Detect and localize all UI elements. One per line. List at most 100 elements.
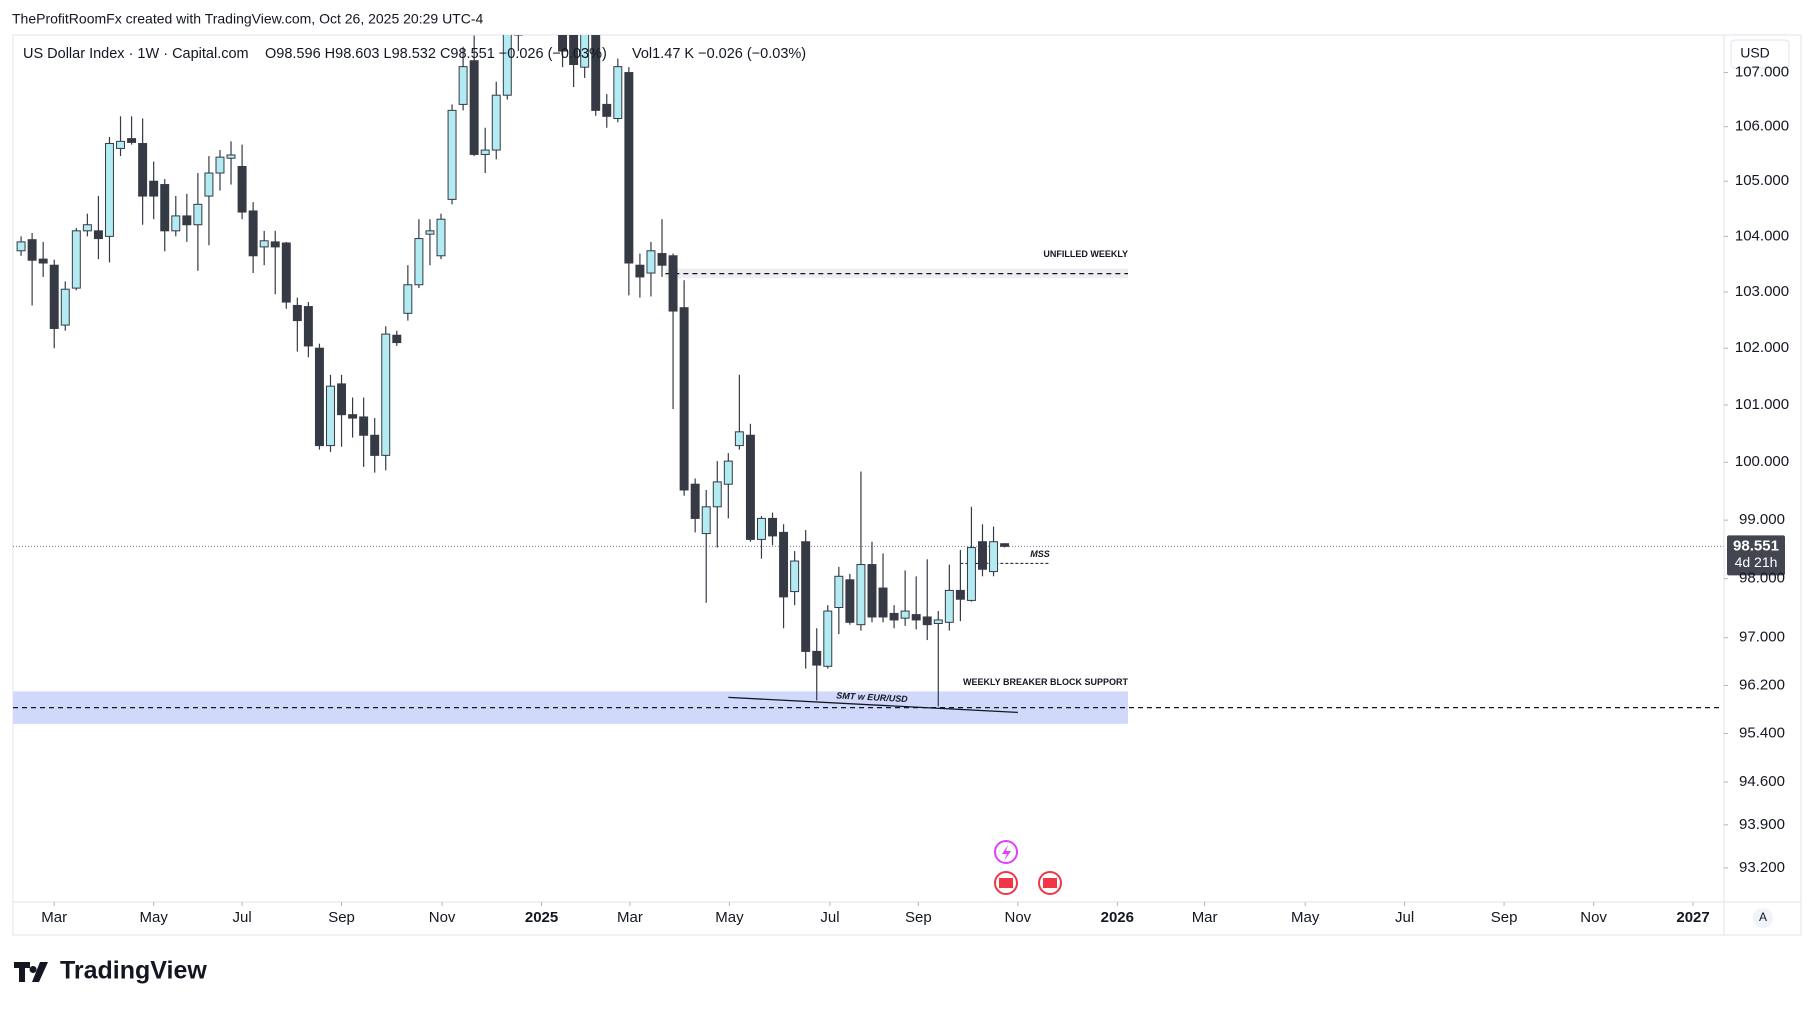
candle-body-up bbox=[116, 140, 126, 149]
candle-body-up bbox=[193, 203, 203, 226]
candle-body-up bbox=[381, 333, 391, 456]
logo-mark bbox=[14, 962, 48, 982]
price-tag-value: 98.551 bbox=[1733, 537, 1779, 554]
candle-body-down bbox=[138, 143, 148, 197]
candle-body-down bbox=[978, 541, 987, 570]
candle-body-down bbox=[281, 242, 291, 303]
mss-label: MSS bbox=[1030, 549, 1050, 559]
candle-body-up bbox=[259, 240, 269, 248]
candle-body-down bbox=[392, 334, 402, 344]
candle-body-up bbox=[436, 218, 446, 257]
candle-body-down bbox=[237, 165, 247, 213]
x-tick-label: Mar bbox=[1192, 909, 1218, 926]
candle-body-down bbox=[303, 306, 313, 347]
candle-body-down bbox=[292, 304, 302, 322]
x-tick-label: May bbox=[1291, 909, 1320, 926]
candle-body-up bbox=[403, 284, 413, 314]
candle-body-up bbox=[580, 35, 590, 68]
auto-button-label[interactable]: A bbox=[1759, 910, 1767, 924]
x-tick-label: Sep bbox=[1491, 909, 1518, 926]
candle-body-down bbox=[38, 258, 48, 264]
event-icon-glyph bbox=[1002, 845, 1011, 861]
candle-body-down bbox=[889, 612, 899, 621]
candle-body-up bbox=[989, 541, 999, 573]
y-tick-label: 94.600 bbox=[1739, 773, 1785, 790]
x-tick-label: Nov bbox=[429, 909, 456, 926]
candle-body-up bbox=[458, 66, 468, 105]
auto-button-bg[interactable] bbox=[1753, 908, 1773, 928]
flag-glyph bbox=[999, 878, 1013, 888]
y-tick-label: 95.400 bbox=[1739, 724, 1785, 741]
y-tick-label: 106.000 bbox=[1735, 118, 1789, 135]
candle-body-up bbox=[646, 250, 656, 274]
x-tick-label: Sep bbox=[328, 909, 355, 926]
candle-body-down bbox=[878, 587, 888, 618]
candle-body-up bbox=[82, 224, 92, 232]
currency-label[interactable]: USD bbox=[1740, 45, 1770, 61]
candle-body-up bbox=[823, 610, 833, 667]
candle-body-down bbox=[127, 138, 137, 143]
symbol-legend: US Dollar Index · 1W · Capital.com bbox=[23, 46, 249, 62]
x-tick-label: Sep bbox=[905, 909, 932, 926]
candle-body-up bbox=[104, 143, 114, 237]
candle-body-up bbox=[856, 564, 866, 626]
candle-body-up bbox=[834, 575, 844, 609]
y-tick-label: 98.000 bbox=[1739, 570, 1785, 587]
y-tick-label: 102.000 bbox=[1735, 339, 1789, 356]
candle-body-up bbox=[204, 172, 214, 197]
candle-body-down bbox=[348, 414, 358, 419]
candle-body-down bbox=[27, 239, 37, 261]
candle-body-up bbox=[723, 460, 733, 485]
candle-body-up bbox=[447, 109, 457, 200]
candle-body-down bbox=[314, 347, 324, 447]
candle-body-down bbox=[845, 579, 855, 623]
auto-scale-button[interactable]: A bbox=[1753, 908, 1773, 928]
smt-line bbox=[728, 696, 1018, 714]
price-tag bbox=[1727, 535, 1785, 576]
y-tick-label: 101.000 bbox=[1735, 396, 1789, 413]
y-tick-label: 104.000 bbox=[1735, 227, 1789, 244]
candle-body-down bbox=[768, 517, 778, 537]
candle-body-down bbox=[955, 589, 965, 600]
candle-body-down bbox=[801, 541, 811, 652]
candle-body-down bbox=[270, 241, 280, 248]
y-tick-label: 100.000 bbox=[1735, 453, 1789, 470]
candle-body-up bbox=[613, 66, 623, 119]
smt-label: SMT w EUR/USD bbox=[836, 690, 908, 704]
candle-body-down bbox=[812, 650, 822, 666]
ohlc-legend: O98.596 H98.603 L98.532 C98.551 −0.026 (… bbox=[265, 46, 607, 62]
candle-body-down bbox=[93, 230, 103, 240]
candle-body-down bbox=[922, 616, 932, 626]
candle-body-up bbox=[966, 547, 976, 601]
x-tick-label: Nov bbox=[1005, 909, 1032, 926]
candle-body-down bbox=[657, 253, 667, 266]
y-tick-label: 105.000 bbox=[1735, 172, 1789, 189]
candle-body-up bbox=[944, 589, 954, 623]
candle-body-up bbox=[16, 241, 26, 252]
y-tick-label: 93.900 bbox=[1739, 816, 1785, 833]
x-tick-label: Nov bbox=[1580, 909, 1607, 926]
x-tick-label: 2025 bbox=[525, 909, 558, 926]
candle-body-down bbox=[469, 60, 479, 155]
candle-body-down bbox=[679, 307, 689, 491]
unfilled-zone bbox=[665, 268, 1128, 279]
price-tag-countdown: 4d 21h bbox=[1735, 554, 1778, 570]
candle-body-down bbox=[1000, 543, 1010, 547]
volume-legend: Vol1.47 K −0.026 (−0.03%) bbox=[632, 46, 806, 62]
candle-body-down bbox=[370, 434, 380, 456]
y-tick-label: 96.200 bbox=[1739, 676, 1785, 693]
x-tick-label: Jul bbox=[232, 909, 251, 926]
x-tick-label: Jul bbox=[820, 909, 839, 926]
candle-body-up bbox=[756, 517, 766, 540]
x-tick-label: 2026 bbox=[1101, 909, 1134, 926]
candle-body-down bbox=[690, 483, 700, 519]
brand-logo: TradingView bbox=[14, 957, 207, 985]
currency-button[interactable] bbox=[1730, 39, 1790, 69]
candle-body-down bbox=[668, 255, 678, 312]
candle-body-down bbox=[359, 416, 369, 436]
y-tick-label: 99.000 bbox=[1739, 511, 1785, 528]
y-tick-label: 93.200 bbox=[1739, 859, 1785, 876]
candle-body-up bbox=[215, 156, 225, 174]
